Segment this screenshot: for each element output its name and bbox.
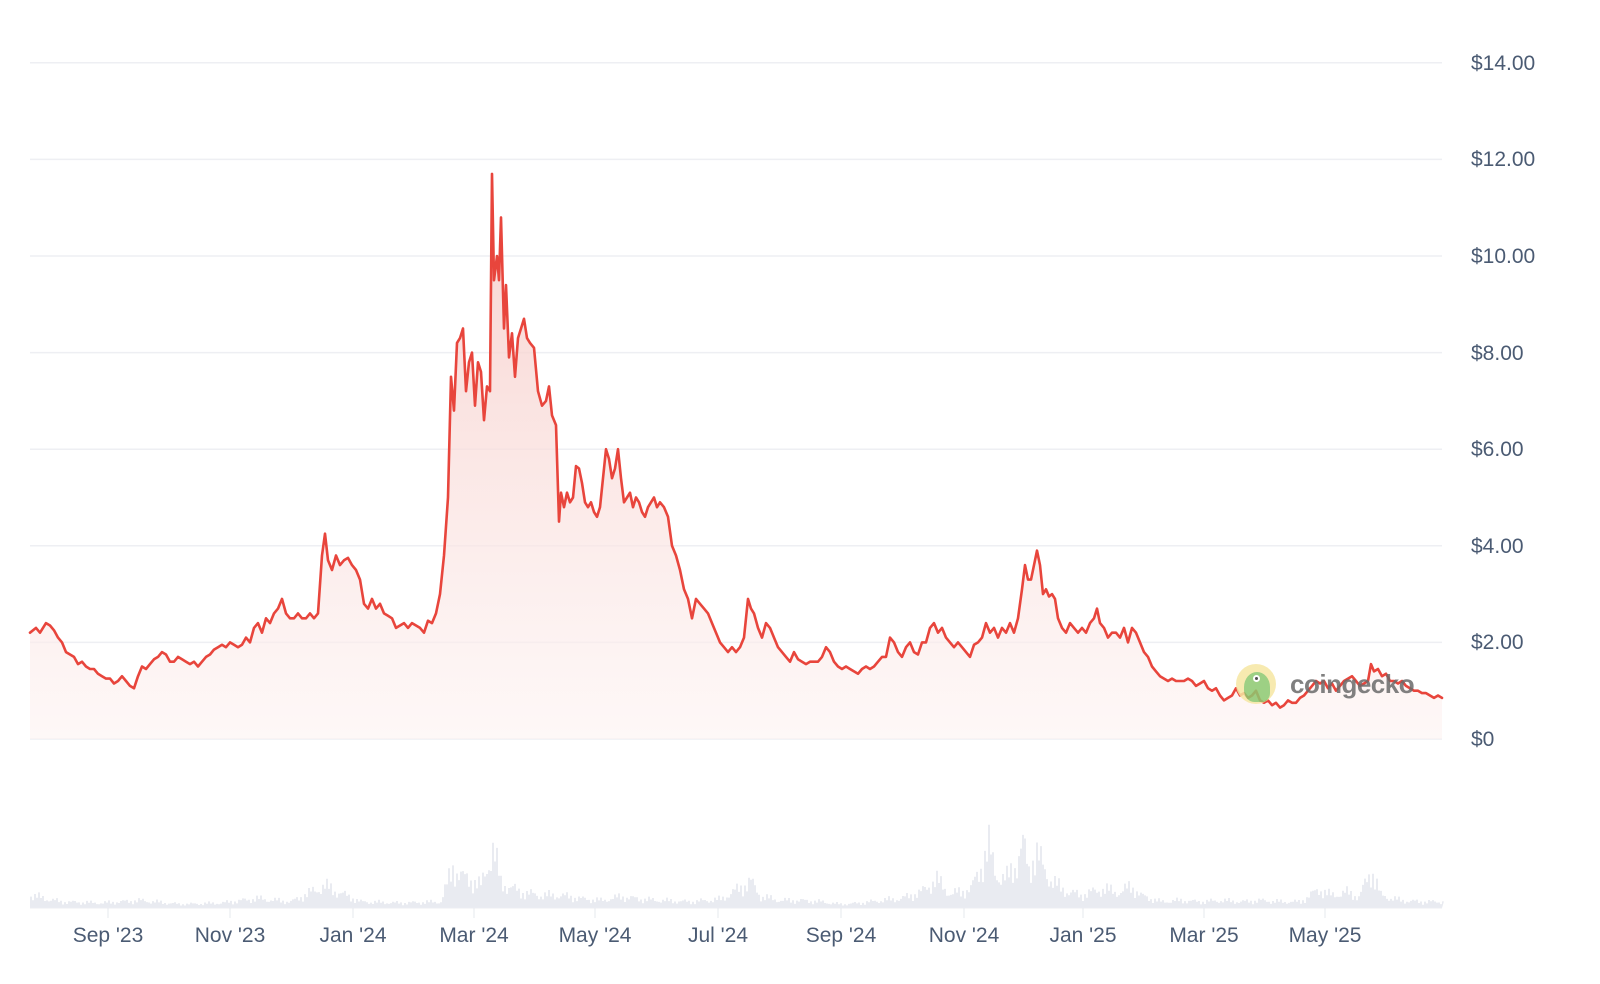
gecko-logo-icon bbox=[1236, 664, 1276, 704]
y-tick-label: $2.00 bbox=[1471, 631, 1524, 655]
y-tick-label: $0 bbox=[1471, 728, 1495, 751]
y-tick-label: $8.00 bbox=[1471, 341, 1524, 365]
x-tick-label: Mar '24 bbox=[439, 924, 509, 947]
y-tick-label: $10.00 bbox=[1471, 245, 1536, 268]
y-tick-label: $6.00 bbox=[1471, 438, 1524, 462]
x-tick-label: Nov '24 bbox=[928, 924, 1000, 947]
x-tick-label: Sep '23 bbox=[72, 924, 144, 947]
price-line[interactable] bbox=[28, 172, 1444, 709]
volume-bars bbox=[30, 824, 1444, 909]
x-tick-label: Jan '24 bbox=[319, 924, 387, 947]
watermark-text: coingecko bbox=[1290, 668, 1415, 699]
x-tick-label: Sep '24 bbox=[805, 924, 877, 947]
x-tick-label: Nov '23 bbox=[194, 924, 266, 947]
x-tick-label: May '25 bbox=[1288, 924, 1362, 947]
y-tick-label: $14.00 bbox=[1471, 51, 1536, 75]
x-tick-label: Jul '24 bbox=[687, 924, 749, 947]
x-tick-label: May '24 bbox=[558, 924, 632, 947]
x-tick-marks bbox=[107, 908, 1326, 918]
y-gridlines bbox=[30, 62, 1442, 740]
x-tick-label: Mar '25 bbox=[1169, 924, 1239, 947]
y-tick-label: $12.00 bbox=[1471, 148, 1536, 172]
y-tick-label: $4.00 bbox=[1471, 534, 1524, 558]
coingecko-watermark: coingecko bbox=[1236, 664, 1415, 704]
x-tick-label: Jan '25 bbox=[1049, 924, 1117, 947]
price-area-fill bbox=[30, 173, 1442, 739]
